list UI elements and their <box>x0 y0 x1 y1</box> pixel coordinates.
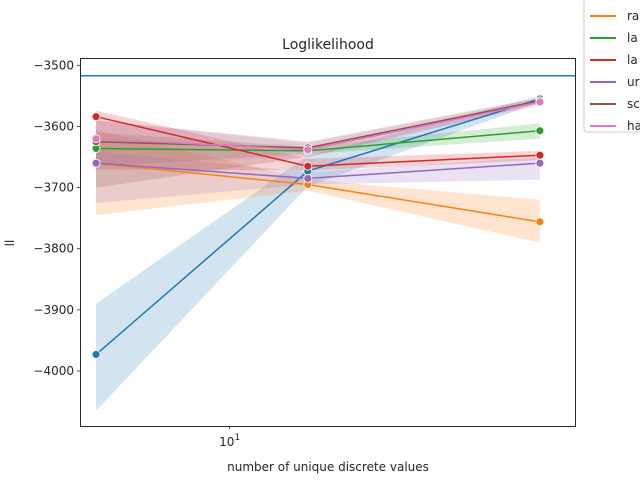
series-point-4-1 <box>303 174 313 183</box>
plot-area <box>80 74 575 411</box>
legend: ra la la ur sc ha <box>583 0 640 133</box>
series-point-4-0 <box>91 158 101 168</box>
legend-label-1: ra <box>627 9 639 23</box>
series-point-3-2 <box>535 150 545 160</box>
legend-label-6: ha <box>627 119 640 133</box>
series-point-2-2 <box>535 126 545 136</box>
confidence-band-2 <box>96 123 540 167</box>
plot-frame <box>80 58 576 427</box>
y-tick-label: −3900 <box>33 303 74 317</box>
series-point-6-1 <box>303 145 313 155</box>
series-point-4-2 <box>535 158 545 168</box>
series-point-3-1 <box>303 161 313 171</box>
series-point-6-2 <box>535 97 545 107</box>
confidence-band-5 <box>96 97 540 188</box>
confidence-band-4 <box>96 150 540 203</box>
series-point-3-0 <box>91 112 101 122</box>
legend-box <box>583 0 640 133</box>
legend-label-5: sc <box>627 97 640 111</box>
y-axis-label: ll <box>3 240 17 247</box>
chart-title: Loglikelihood <box>282 37 374 53</box>
y-tick-label: −3500 <box>33 58 74 72</box>
legend-label-4: ur <box>627 75 640 89</box>
y-tick-label: −4000 <box>33 364 74 378</box>
y-tick-label: −3600 <box>33 119 74 133</box>
y-tick-label: −3700 <box>33 181 74 195</box>
series-point-1-2 <box>535 217 545 227</box>
y-tick-label: −3800 <box>33 242 74 256</box>
confidence-band-3 <box>96 110 540 171</box>
x-axis-label: number of unique discrete values <box>227 460 429 474</box>
x-tick-label: 101 <box>219 433 240 449</box>
confidence-band-0 <box>96 95 540 411</box>
legend-label-3: la <box>627 53 638 67</box>
legend-label-2: la <box>627 31 638 45</box>
series-point-0-0 <box>91 350 101 359</box>
series-point-6-0 <box>91 134 101 144</box>
